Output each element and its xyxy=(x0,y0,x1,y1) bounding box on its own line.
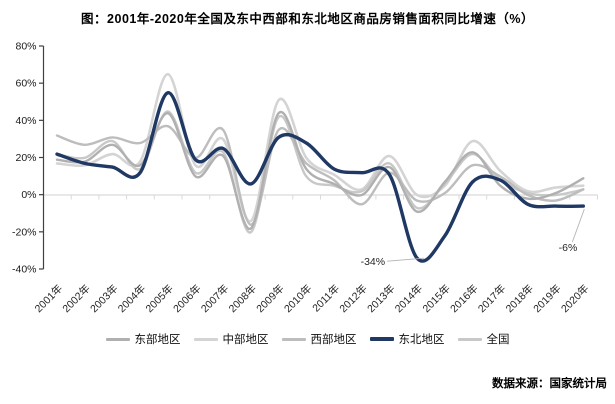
legend-line-swatch xyxy=(369,337,394,341)
x-axis-label: 2020年 xyxy=(558,282,591,315)
y-axis-label: 20% xyxy=(15,152,36,164)
legend-item-东北地区: 东北地区 xyxy=(369,331,445,347)
y-axis-label: -20% xyxy=(12,226,37,238)
x-axis-label: 2006年 xyxy=(170,282,203,315)
series-line-东部地区 xyxy=(55,110,585,230)
annotation-label: -34% xyxy=(361,256,386,268)
x-axis-label: 2015年 xyxy=(420,282,453,315)
legend-line-swatch xyxy=(281,337,306,341)
y-axis-label: 80% xyxy=(15,41,36,53)
legend-item-中部地区: 中部地区 xyxy=(193,331,269,347)
data-source-note: 数据来源：国家统计局 xyxy=(492,378,607,390)
x-axis-label: 2010年 xyxy=(281,282,314,315)
legend-label: 东部地区 xyxy=(134,334,181,346)
x-axis-label: 2017年 xyxy=(475,282,508,315)
x-axis-label: 2009年 xyxy=(254,282,287,315)
legend-label: 全国 xyxy=(486,334,510,346)
y-axis-label: 60% xyxy=(15,78,36,90)
annotation-leader-line xyxy=(387,257,425,262)
x-axis-label: 2019年 xyxy=(531,282,564,315)
annotation-leader-line xyxy=(571,208,585,243)
x-axis-label: 2004年 xyxy=(115,282,148,315)
x-axis-label: 2016年 xyxy=(447,282,480,315)
legend-item-西部地区: 西部地区 xyxy=(281,331,357,347)
x-axis-label: 2001年 xyxy=(32,282,65,315)
y-axis-label: -40% xyxy=(12,264,37,276)
y-axis-label: 40% xyxy=(15,115,36,127)
x-axis-label: 2003年 xyxy=(87,282,120,315)
x-axis-label: 2014年 xyxy=(392,282,425,315)
legend-item-全国: 全国 xyxy=(457,331,510,347)
x-axis-label: 2002年 xyxy=(60,282,93,315)
chart-title: 图：2001年-2020年全国及东中西部和东北地区商品房销售面积同比增速（%） xyxy=(81,12,534,26)
x-axis-label: 2012年 xyxy=(337,282,370,315)
x-axis-label: 2011年 xyxy=(310,282,343,315)
x-axis-label: 2018年 xyxy=(503,282,536,315)
series-line-中部地区 xyxy=(55,72,585,223)
x-axis-label: 2008年 xyxy=(226,282,259,315)
annotation-label: -6% xyxy=(559,242,578,254)
y-axis-label: 0% xyxy=(21,189,36,201)
x-axis-label: 2007年 xyxy=(198,282,231,315)
legend-line-swatch xyxy=(105,337,130,341)
series-line-西部地区 xyxy=(55,124,585,226)
legend-label: 中部地区 xyxy=(222,334,269,346)
chart-legend: 东部地区 中部地区 西部地区 东北地区 全国 xyxy=(0,331,615,347)
legend-line-swatch xyxy=(193,337,218,341)
legend-label: 西部地区 xyxy=(310,334,357,346)
legend-line-swatch xyxy=(457,337,482,341)
x-axis-label: 2005年 xyxy=(143,282,176,315)
x-axis-label: 2013年 xyxy=(364,282,397,315)
legend-label: 东北地区 xyxy=(398,334,445,346)
legend-item-东部地区: 东部地区 xyxy=(105,331,181,347)
series-line-东北地区 xyxy=(55,91,585,263)
